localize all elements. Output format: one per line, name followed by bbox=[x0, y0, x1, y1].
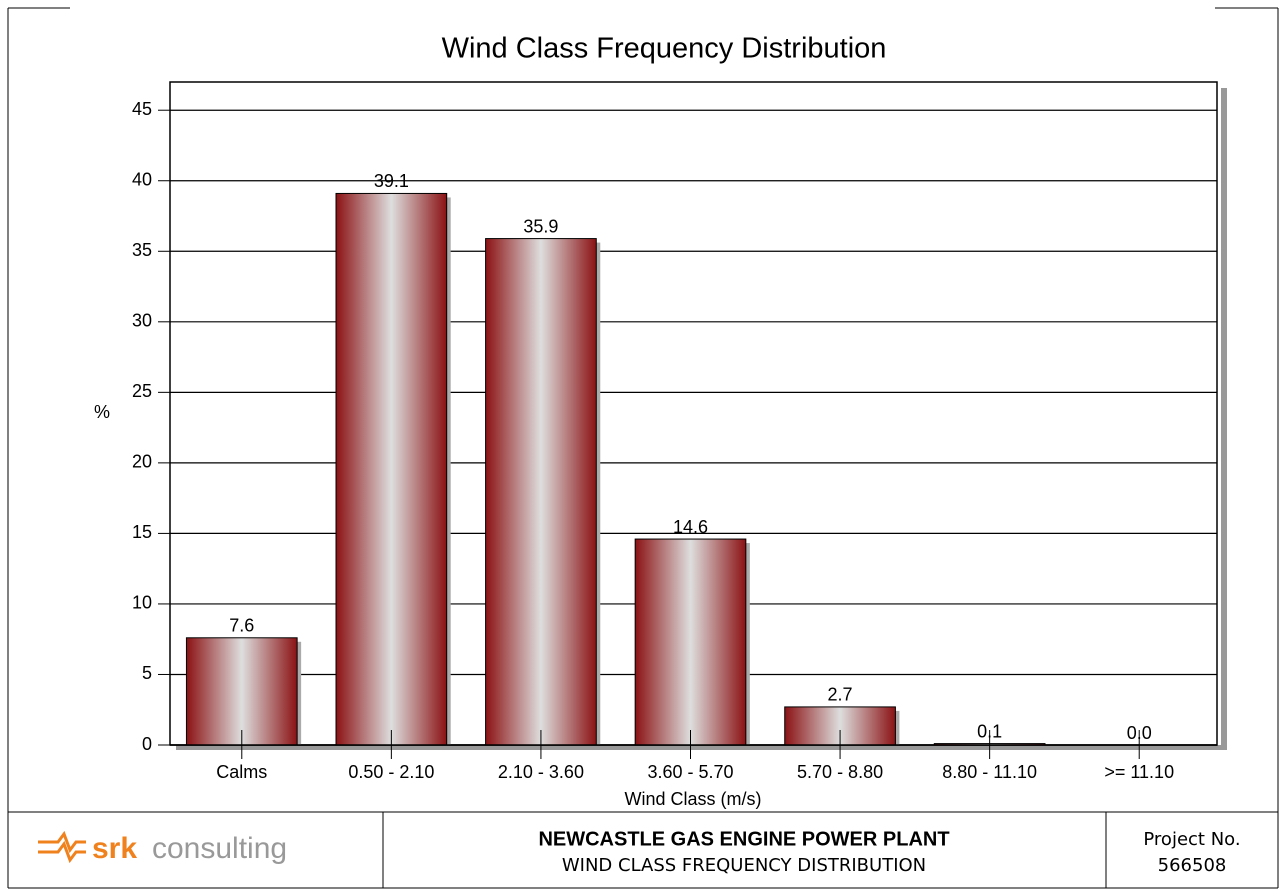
x-tick-label: 2.10 - 3.60 bbox=[498, 762, 584, 782]
y-tick-label: 30 bbox=[132, 311, 152, 331]
data-label: 35.9 bbox=[523, 216, 558, 236]
data-label: 2.7 bbox=[828, 685, 853, 705]
data-label: 14.6 bbox=[673, 517, 708, 537]
y-tick-label: 45 bbox=[132, 99, 152, 119]
x-tick-label: Calms bbox=[216, 762, 267, 782]
x-tick-label: 8.80 - 11.10 bbox=[942, 762, 1037, 782]
bar bbox=[185, 637, 298, 746]
logo-icon bbox=[38, 830, 86, 864]
y-tick-label: 25 bbox=[132, 381, 152, 401]
logo-word: consulting bbox=[152, 832, 287, 865]
project-number: 566508 bbox=[1158, 855, 1227, 876]
bar bbox=[634, 538, 747, 746]
logo-brand: srk bbox=[92, 832, 137, 865]
bar bbox=[485, 238, 597, 746]
data-label: 7.6 bbox=[229, 616, 254, 636]
x-tick-label: 0.50 - 2.10 bbox=[348, 762, 434, 782]
y-tick-label: 0 bbox=[142, 734, 152, 754]
project-label: Project No. bbox=[1143, 829, 1240, 850]
data-label: 39.1 bbox=[374, 171, 409, 191]
logo: srk consulting bbox=[38, 830, 287, 865]
x-tick-label: 5.70 - 8.80 bbox=[797, 762, 883, 782]
chart-title: Wind Class Frequency Distribution bbox=[442, 33, 887, 65]
x-axis-label: Wind Class (m/s) bbox=[624, 789, 761, 809]
x-tick-label: 3.60 - 5.70 bbox=[647, 762, 733, 782]
y-tick-label: 40 bbox=[132, 169, 152, 189]
plot-shadow bbox=[176, 745, 1227, 750]
footer-subtitle: WIND CLASS FREQUENCY DISTRIBUTION bbox=[562, 855, 926, 876]
plot-shadow bbox=[1221, 88, 1227, 749]
y-tick-label: 10 bbox=[132, 593, 152, 613]
bar bbox=[335, 192, 448, 746]
y-tick-label: 35 bbox=[132, 240, 152, 260]
y-tick-label: 5 bbox=[142, 663, 152, 683]
y-axis-label: % bbox=[94, 402, 110, 422]
y-tick-label: 20 bbox=[132, 452, 152, 472]
x-tick-label: >= 11.10 bbox=[1104, 762, 1174, 782]
footer-title: NEWCASTLE GAS ENGINE POWER PLANT bbox=[538, 828, 949, 850]
y-tick-label: 15 bbox=[132, 522, 152, 542]
